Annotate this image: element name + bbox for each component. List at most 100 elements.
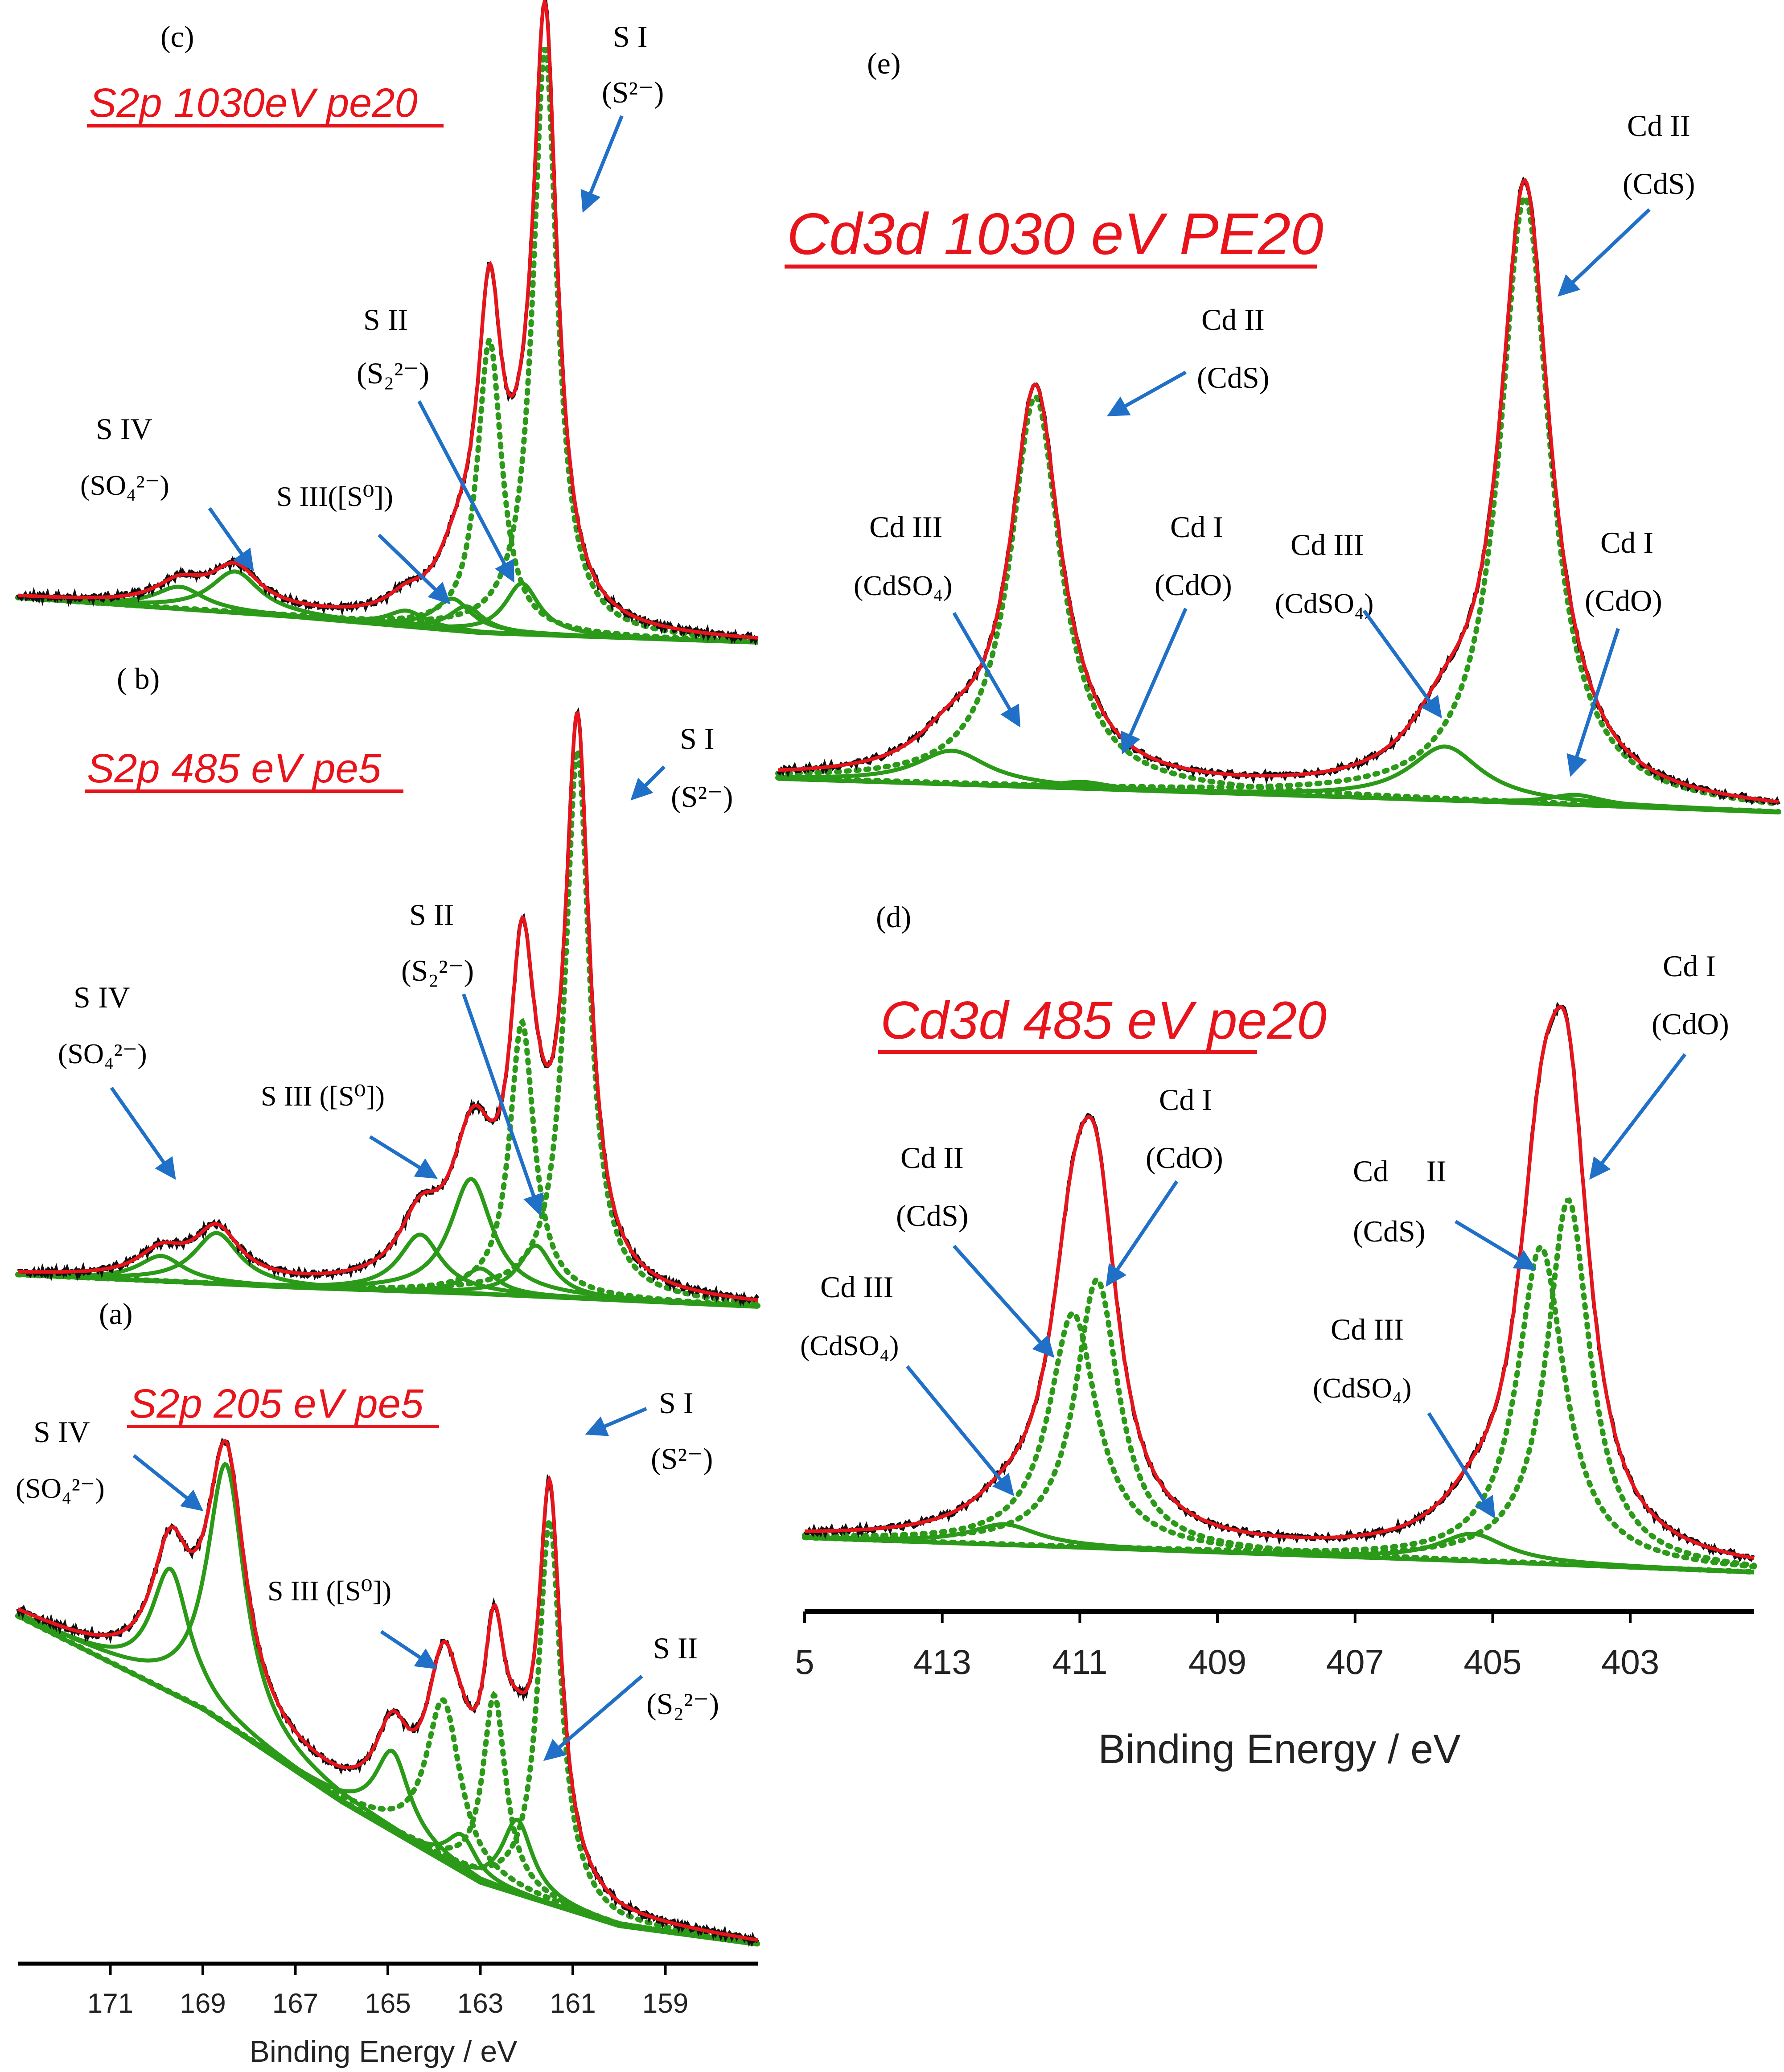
panel-c-component-8: [17, 584, 758, 645]
panel-d-annot-cd1b-species: (CdO): [1146, 1141, 1223, 1175]
panel-c: (c) S2p 1030eV pe20 S I (S²⁻) S II (S₂²⁻…: [15, 0, 760, 645]
panel-c-curves: [15, 0, 760, 645]
panel-e-arrow-cd3a: [1362, 609, 1442, 719]
panel-e-arrow-cd2a: [1558, 208, 1651, 297]
panel-d-arrow-cd1a: [1589, 1053, 1687, 1180]
panel-b-annot-s4-label: S IV: [74, 980, 130, 1014]
panel-d-arrow-cd3a: [1427, 1412, 1496, 1519]
panel-a-fit-envelope: [17, 1439, 758, 1942]
panel-d-component-6: [804, 1522, 1755, 1575]
panel-e-annot-cd1b-species: (CdO): [1155, 568, 1232, 602]
panel-a-tick-label-163: 163: [457, 1988, 503, 2019]
panel-d-tick-label-411: 411: [1052, 1642, 1107, 1681]
panel-d-annot-cd2b-label: Cd II: [900, 1141, 964, 1175]
panel-b-annot-s1-label: S I: [680, 722, 714, 756]
panel-d-annot-cd2a-label: Cd II: [1353, 1154, 1447, 1188]
panel-b-annot-s3-label: S III ([S⁰]): [261, 1080, 385, 1112]
panel-d-tick-label-409: 409: [1188, 1642, 1246, 1681]
panel-a-tick-label-165: 165: [365, 1988, 411, 2019]
panel-e: (e) Cd3d 1030 eV PE20 Cd II (CdS) Cd II …: [775, 46, 1781, 814]
panel-a-arrow-s3: [380, 1630, 438, 1669]
panel-b-curves: [15, 707, 760, 1309]
panel-d-annot-cd3b-species: (CdSO₄): [800, 1330, 899, 1361]
panel-a-annot-s4-species: (SO₄²⁻): [16, 1472, 105, 1504]
panel-b-fit-envelope: [17, 711, 758, 1302]
panel-a-component-6: [16, 1614, 758, 1947]
panel-e-annot-cd1b-label: Cd I: [1170, 510, 1223, 544]
panel-a-component-2: [15, 1613, 760, 1947]
panel-d-fit-envelope: [805, 1005, 1755, 1560]
panel-e-annot-cd2b-label: Cd II: [1201, 303, 1265, 337]
panel-a-tick-label-169: 169: [180, 1988, 226, 2019]
panel-b-annot-s2-species: (S₂²⁻): [401, 954, 474, 987]
s2p-x-axis-label: Binding Energy / eV: [249, 2035, 518, 2068]
panel-a-background-line: [16, 1614, 758, 1947]
panel-e-annot-cd3b-species: (CdSO₄): [854, 570, 952, 601]
panel-e-annot-cd1a-species: (CdO): [1585, 584, 1662, 617]
panel-e-arrow-cd3b: [952, 612, 1021, 728]
panel-b-arrow-s2: [462, 993, 544, 1216]
panel-c-annot-s4-label: S IV: [96, 412, 152, 446]
panel-a-arrow-s1: [585, 1407, 647, 1436]
panel-a-tick-label-161: 161: [550, 1988, 596, 2019]
panel-b-arrow-s4: [110, 1086, 176, 1180]
panel-c-annot-s1-label: S I: [613, 20, 647, 53]
panel-d-component-2: [802, 1244, 1757, 1570]
panel-a-tick-label-167: 167: [272, 1988, 318, 2019]
panel-e-arrow-cd2b: [1107, 370, 1187, 416]
panel-e-annot-cd2a-species: (CdS): [1623, 167, 1695, 201]
panel-d-annot-cd3a-label: Cd III: [1331, 1312, 1404, 1346]
panel-b-annot-s4-species: (SO₄²⁻): [58, 1038, 147, 1069]
panel-d-component-4: [802, 1311, 1757, 1575]
panel-c-arrow-s4: [208, 507, 254, 571]
panel-a-annot-s4-label: S IV: [33, 1415, 90, 1449]
panel-c-arrow-s2: [417, 400, 514, 583]
panel-d-measured-spectrum: [803, 1001, 1755, 1562]
panel-c-annot-s4-species: (SO₄²⁻): [80, 469, 169, 501]
panel-d-tick-label-413: 413: [913, 1642, 971, 1681]
panel-c-fit-envelope: [17, 0, 758, 640]
panel-e-curves: [775, 176, 1781, 814]
panel-a-arrow-s4: [132, 1454, 204, 1511]
panel-e-component-6: [777, 777, 1779, 814]
panel-e-annot-cd1a-label: Cd I: [1600, 526, 1653, 559]
panel-c-component-1: [15, 47, 760, 643]
panel-c-annot-s2-label: S II: [363, 303, 408, 337]
panel-e-annot-cd2b-species: (CdS): [1197, 361, 1269, 395]
panel-d-label: (d): [876, 900, 911, 934]
panel-d-annot-cd3b-label: Cd III: [820, 1270, 893, 1304]
panel-b-title: S2p 485 eV pe5: [87, 746, 382, 791]
panel-d-arrow-cd3b: [905, 1365, 1015, 1496]
panel-a-arrow-s2: [543, 1674, 643, 1761]
panel-c-arrow-s3: [378, 534, 451, 604]
panel-b-label: ( b): [117, 662, 160, 695]
panel-d-arrow-cd2a: [1454, 1220, 1537, 1270]
panel-e-label: (e): [867, 46, 900, 80]
panel-e-annot-cd3b-label: Cd III: [869, 510, 942, 544]
panel-a-annot-s2-label: S II: [653, 1631, 698, 1665]
s2p-x-ticks: 171 169 167 165 163 161 159: [87, 1964, 688, 2019]
panel-c-measured-spectrum: [16, 0, 759, 645]
panel-e-measured-spectrum: [777, 176, 1780, 806]
panel-c-label: (c): [160, 20, 194, 53]
panel-d-annot-cd1a-label: Cd I: [1663, 949, 1716, 983]
panel-b-component-8: [17, 1254, 758, 1309]
cd3d-x-ticks: 5 413 411 409 407 405 403: [795, 1612, 1659, 1681]
panel-e-arrow-cd1b: [1121, 608, 1188, 755]
panel-d-tick-label-405: 405: [1463, 1642, 1521, 1681]
panel-a-component-8: [17, 1566, 758, 1947]
panel-d-arrow-cd2b: [953, 1245, 1055, 1358]
panel-d-arrow-cd1b: [1106, 1180, 1179, 1287]
panel-d-tick-label-415: 5: [795, 1642, 814, 1681]
panel-e-arrow-cd1a: [1566, 628, 1620, 777]
panel-e-component-1: [775, 193, 1781, 807]
panel-a-annot-s1-species: (S²⁻): [651, 1442, 713, 1476]
panel-a-component-4: [17, 1614, 758, 1947]
panel-d-annot-cd1b-label: Cd I: [1159, 1083, 1212, 1117]
panel-d: (d) Cd3d 485 eV pe20 Cd I (CdO) Cd II (C…: [795, 900, 1757, 1772]
panel-a-component-3: [16, 1614, 758, 1946]
panel-b-component-1: [15, 744, 760, 1306]
panel-b-arrow-s3: [369, 1135, 438, 1179]
panel-c-annot-s3-label: S III([S⁰]): [276, 481, 393, 512]
